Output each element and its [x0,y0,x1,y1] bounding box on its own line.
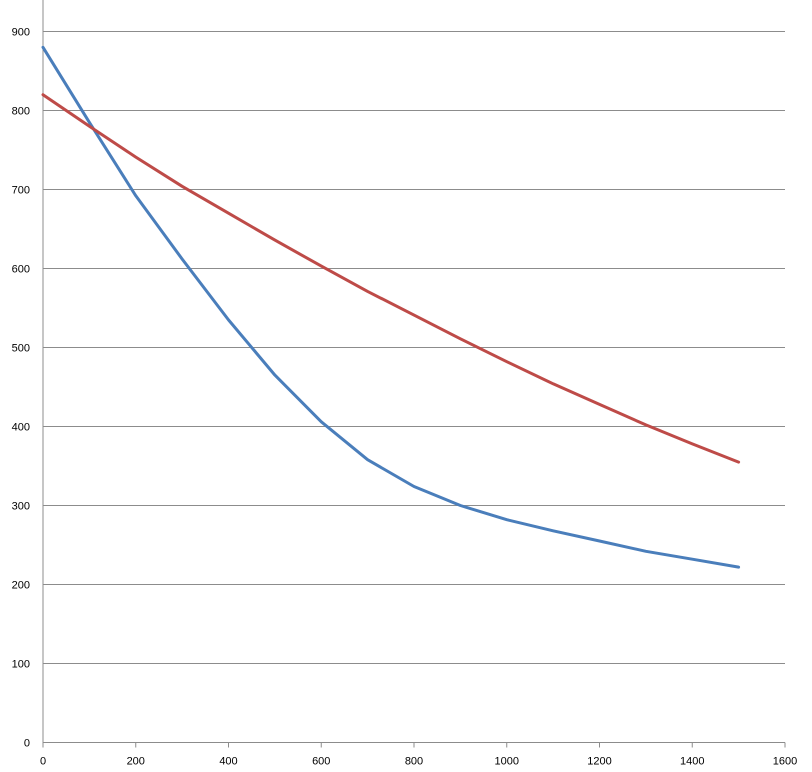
x-tick-label-600: 600 [312,756,330,768]
y-tick-label-700: 700 [12,185,30,197]
y-tick-label-200: 200 [12,580,30,592]
series-lines [41,45,741,569]
y-tick-labels: 0 100 200 300 400 500 600 700 800 900 [12,27,30,750]
y-tick-label-800: 800 [12,106,30,118]
axes [42,0,786,748]
y-tick-label-400: 400 [12,422,30,434]
x-tick-label-0: 0 [40,756,46,768]
x-tick-label-1400: 1400 [680,756,704,768]
y-tick-label-100: 100 [12,659,30,671]
x-tick-labels: 0 200 400 600 800 1000 1200 1400 1600 [40,756,797,768]
x-tick-label-1600: 1600 [773,756,797,768]
series-line-1 [41,45,741,569]
x-tick-label-800: 800 [405,756,423,768]
y-tick-label-300: 300 [12,501,30,513]
x-tick-label-200: 200 [127,756,145,768]
x-tick-label-1000: 1000 [495,756,519,768]
x-tick-label-400: 400 [219,756,237,768]
y-tick-label-600: 600 [12,264,30,276]
y-tick-label-0: 0 [24,738,30,750]
series-line-2 [41,93,741,464]
x-tick-label-1200: 1200 [587,756,611,768]
y-tick-label-900: 900 [12,27,30,39]
gridlines [43,31,785,664]
y-tick-label-500: 500 [12,343,30,355]
